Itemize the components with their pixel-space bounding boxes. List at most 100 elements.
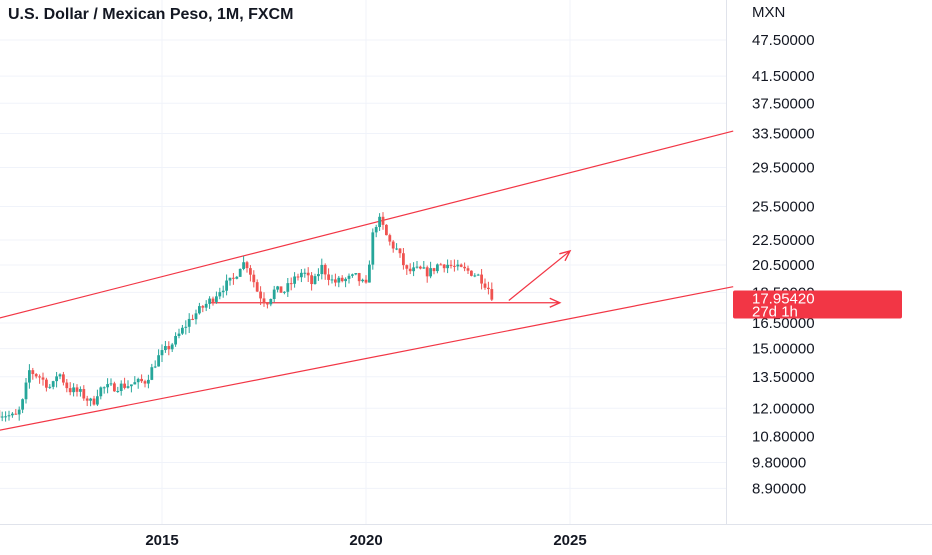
y-tick-label: 33.50000 bbox=[752, 125, 815, 142]
last-price-label: 17.95420 27d 1h bbox=[733, 290, 902, 320]
candle-body bbox=[167, 346, 170, 349]
candle-body bbox=[42, 377, 45, 379]
candle-body bbox=[368, 265, 371, 283]
candle-body bbox=[395, 249, 398, 250]
candle-body bbox=[150, 367, 153, 380]
candle-body bbox=[490, 289, 493, 300]
candle-body bbox=[86, 398, 89, 400]
candle-body bbox=[300, 273, 303, 277]
candle-body bbox=[467, 268, 470, 270]
candle-body bbox=[358, 273, 361, 281]
candle-body bbox=[116, 391, 119, 392]
candle-body bbox=[283, 292, 286, 293]
x-tick-label: 2025 bbox=[553, 532, 586, 549]
candle-body bbox=[371, 232, 374, 264]
candle-body bbox=[76, 387, 79, 391]
candle-body bbox=[208, 299, 211, 304]
candle-body bbox=[269, 299, 272, 304]
candle-body bbox=[218, 292, 221, 296]
candle-body bbox=[215, 296, 218, 302]
candle-body bbox=[378, 217, 381, 227]
candle-body bbox=[426, 267, 429, 276]
candle-body bbox=[375, 227, 378, 232]
y-tick-label: 12.00000 bbox=[752, 400, 815, 417]
y-tick-label: 10.80000 bbox=[752, 429, 815, 446]
candle-body bbox=[256, 282, 259, 291]
candle-body bbox=[133, 382, 136, 384]
candle-body bbox=[235, 277, 238, 279]
y-tick-label: 29.50000 bbox=[752, 160, 815, 177]
candle-body bbox=[72, 387, 75, 392]
y-tick-label: 47.50000 bbox=[752, 32, 815, 49]
candle-body bbox=[113, 383, 116, 391]
candle-body bbox=[147, 380, 150, 384]
candle-body bbox=[232, 278, 235, 279]
candle-body bbox=[164, 346, 167, 350]
candle-body bbox=[344, 279, 347, 281]
candle-body bbox=[276, 286, 279, 289]
candle-body bbox=[96, 396, 99, 404]
candle-body bbox=[480, 275, 483, 284]
candle-body bbox=[484, 284, 487, 288]
candle-body bbox=[263, 298, 266, 303]
candle-body bbox=[446, 265, 449, 268]
candle-body bbox=[62, 374, 65, 382]
candle-body bbox=[79, 389, 82, 392]
candle-body bbox=[99, 387, 102, 396]
candle-body bbox=[110, 383, 113, 384]
candle-body bbox=[382, 217, 385, 225]
candle-body bbox=[385, 225, 388, 235]
candle-body bbox=[422, 267, 425, 268]
channel-upper-line[interactable] bbox=[0, 131, 733, 318]
candle-body bbox=[225, 281, 228, 291]
candle-body bbox=[89, 399, 92, 401]
chart-title: U.S. Dollar / Mexican Peso, 1M, FXCM bbox=[8, 6, 293, 23]
candle-body bbox=[252, 275, 255, 282]
candle-body bbox=[477, 275, 480, 276]
candle-body bbox=[106, 384, 109, 387]
candle-body bbox=[195, 313, 198, 319]
candle-body bbox=[59, 374, 62, 376]
candle-body bbox=[198, 306, 201, 313]
candle-body bbox=[21, 399, 24, 409]
candle-body bbox=[266, 303, 269, 304]
candle-body bbox=[439, 264, 442, 265]
candle-body bbox=[324, 265, 327, 274]
candle-body bbox=[470, 271, 473, 276]
x-tick-label: 2020 bbox=[349, 532, 382, 549]
channel-lower-line[interactable] bbox=[0, 287, 733, 431]
candle-body bbox=[229, 278, 232, 281]
candle-body bbox=[191, 319, 194, 320]
x-tick-label: 2015 bbox=[145, 532, 178, 549]
candle-body bbox=[31, 370, 34, 374]
currency-label: MXN bbox=[752, 4, 785, 21]
y-tick-label: 8.90000 bbox=[752, 480, 806, 497]
candle-body bbox=[242, 262, 245, 269]
projection-arrow-line[interactable] bbox=[509, 251, 570, 301]
candle-body bbox=[157, 355, 160, 366]
candle-body bbox=[317, 274, 320, 276]
price-countdown: 27d 1h bbox=[752, 303, 798, 320]
y-tick-label: 13.50000 bbox=[752, 369, 815, 386]
candle-body bbox=[181, 328, 184, 334]
candle-body bbox=[25, 383, 28, 400]
y-tick-label: 41.50000 bbox=[752, 68, 815, 85]
candle-body bbox=[310, 275, 313, 284]
candle-body bbox=[120, 384, 123, 391]
candle-body bbox=[405, 265, 408, 269]
candle-body bbox=[436, 264, 439, 271]
candle-body bbox=[348, 276, 351, 279]
candle-body bbox=[460, 265, 463, 267]
candle-body bbox=[450, 265, 453, 266]
candle-body bbox=[154, 366, 157, 367]
candle-body bbox=[178, 334, 181, 336]
y-tick-label: 15.00000 bbox=[752, 341, 815, 358]
candle-body bbox=[69, 388, 72, 392]
candle-body bbox=[65, 383, 68, 389]
candle-body bbox=[82, 389, 85, 398]
candle-body bbox=[14, 414, 17, 415]
candle-body bbox=[52, 381, 55, 387]
candle-body bbox=[487, 288, 490, 289]
